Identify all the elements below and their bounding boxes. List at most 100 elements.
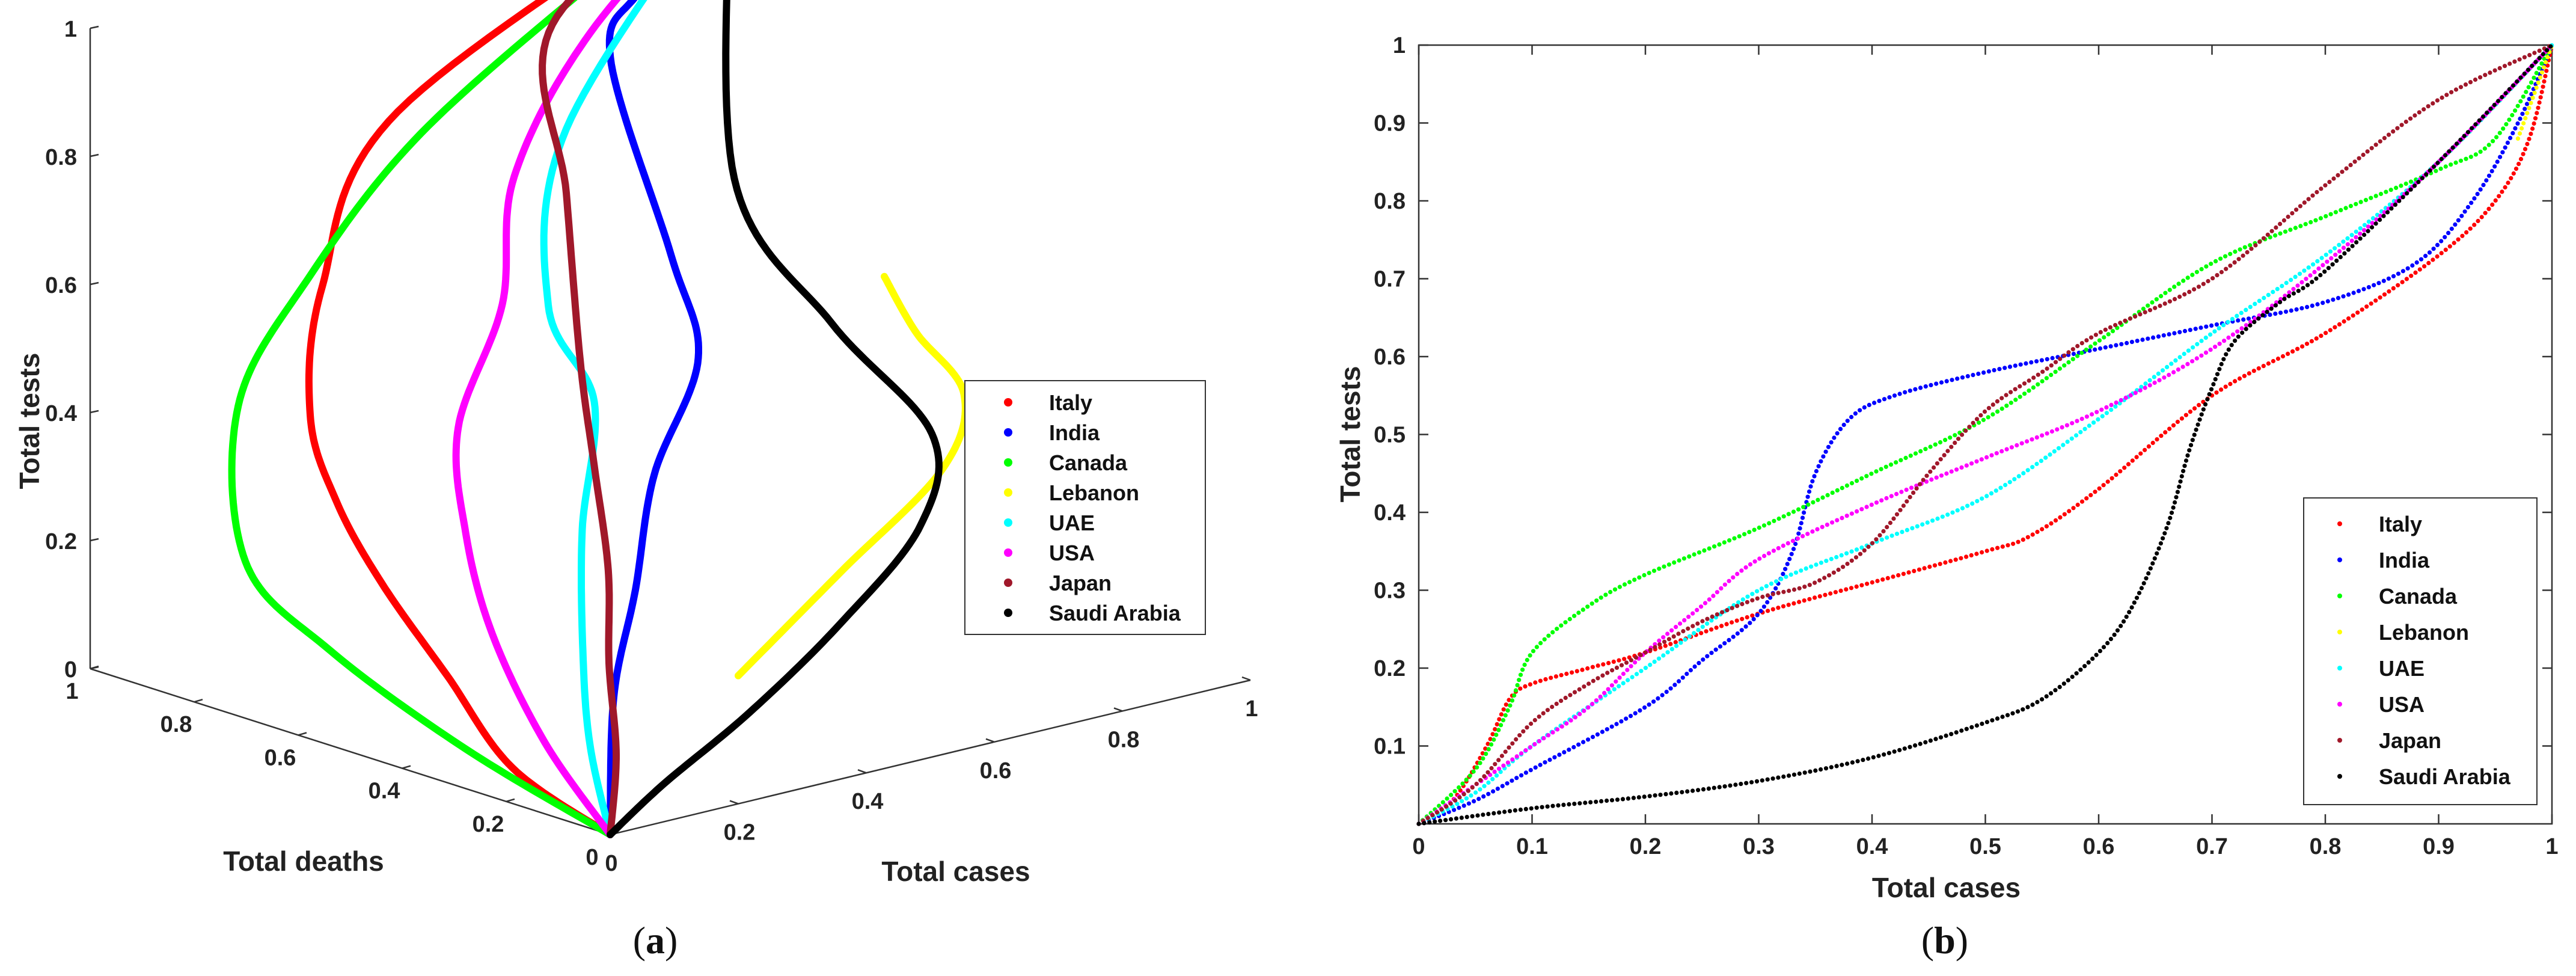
b-data-point (1894, 532, 1900, 536)
b-data-point (1497, 810, 1502, 815)
b-data-point (1999, 407, 2004, 411)
b-data-point (1674, 625, 1678, 630)
b-data-point (1800, 534, 1805, 539)
b-data-point (1807, 489, 1812, 494)
b-data-point (1945, 449, 1950, 453)
b-data-point (2321, 301, 2325, 305)
b-data-point (1938, 735, 1944, 740)
b-data-point (1577, 801, 1582, 806)
b-data-point (1781, 543, 1785, 548)
b-data-point (2338, 254, 2343, 260)
b-data-point (2140, 337, 2145, 342)
a-x-tick-label: 0.2 (724, 820, 756, 846)
b-data-point (1505, 708, 1510, 713)
b-data-point (1715, 612, 1719, 617)
b-data-point (2094, 410, 2099, 414)
b-data-point (1581, 740, 1586, 744)
b-data-point (1791, 509, 1796, 514)
b-data-point (1776, 775, 1781, 780)
b-data-point (2349, 238, 2354, 243)
b-data-point (1765, 600, 1770, 605)
b-data-point (1809, 564, 1814, 569)
b-data-point (1779, 577, 1784, 582)
b-data-point (1932, 563, 1938, 568)
b-data-point (2165, 364, 2170, 370)
a-series-line-uae (540, 0, 647, 838)
b-data-point (2319, 256, 2324, 260)
b-data-point (1470, 785, 1475, 790)
a-legend-label: UAE (1049, 511, 1095, 535)
b-data-point (2172, 296, 2177, 301)
b-data-point (2198, 325, 2203, 330)
b-data-point (2097, 486, 2102, 491)
b-data-point (2533, 60, 2538, 64)
a-x-tick-label: 0.6 (980, 758, 1012, 784)
b-data-point (2135, 339, 2140, 343)
b-data-point (1647, 794, 1652, 799)
b-data-point (1549, 675, 1553, 680)
b-data-point (2244, 307, 2248, 312)
b-data-point (1959, 556, 1963, 560)
b-data-point (2374, 217, 2379, 222)
b-data-point (1590, 734, 1595, 740)
b-data-point (2378, 139, 2382, 144)
b-data-point (2529, 100, 2533, 105)
b-data-point (1819, 767, 1823, 772)
b-data-point (1832, 435, 1837, 440)
b-data-point (1953, 557, 1958, 562)
b-data-point (2532, 75, 2536, 80)
b-data-point (1900, 530, 1904, 535)
b-data-point (1981, 417, 1986, 422)
b-data-point (1948, 435, 1953, 440)
b-data-point (1674, 643, 1679, 648)
b-data-point (2354, 229, 2358, 234)
b-data-point (1669, 628, 1674, 633)
b-data-point (1531, 649, 1536, 654)
b-data-point (2516, 162, 2521, 167)
b-data-point (1460, 799, 1464, 803)
b-data-point (2194, 428, 2198, 432)
b-data-point (1515, 683, 1520, 687)
b-legend-label: Canada (2379, 584, 2458, 609)
b-x-tick-label: 0.1 (1516, 834, 1548, 859)
b-data-point (2541, 52, 2545, 57)
b-data-point (2203, 350, 2209, 355)
b-data-point (2427, 250, 2432, 255)
b-data-point (1998, 485, 2003, 490)
b-data-point (1713, 647, 1718, 652)
b-data-point (2226, 347, 2231, 352)
b-data-point (1612, 587, 1618, 592)
b-x-tick-label: 0.3 (1743, 834, 1775, 859)
b-data-point (2548, 44, 2553, 49)
b-data-point (2456, 218, 2461, 223)
b-x-tick-label: 0.7 (2196, 834, 2228, 859)
b-data-point (2087, 423, 2091, 428)
b-data-point (2044, 376, 2049, 381)
b-data-point (2242, 245, 2247, 250)
b-data-point (2109, 402, 2114, 408)
b-data-point (2056, 446, 2061, 450)
b-data-point (1634, 672, 1639, 677)
b-data-point (1745, 594, 1750, 599)
b-data-point (1438, 818, 1443, 823)
b-data-point (1609, 724, 1614, 729)
b-data-point (1813, 595, 1817, 600)
b-data-point (1582, 684, 1586, 689)
panel-a-3d-plot: 00.20.40.60.8100.20.40.60.8100.20.40.60.… (14, 0, 1258, 887)
b-data-point (2244, 327, 2248, 331)
b-data-point (2297, 271, 2302, 276)
b-data-point (1898, 508, 1903, 512)
b-data-point (1990, 547, 1995, 552)
b-data-point (1845, 562, 1850, 566)
b-data-point (1513, 688, 1519, 693)
b-data-point (1953, 440, 1957, 446)
b-data-point (2361, 152, 2366, 158)
b-data-point (2500, 189, 2504, 194)
b-data-point (1707, 597, 1712, 602)
b-data-point (1975, 499, 1980, 503)
b-data-point (2113, 404, 2118, 409)
b-data-point (2417, 110, 2422, 115)
b-data-point (2362, 228, 2367, 233)
b-data-point (1541, 711, 1546, 716)
b-data-point (2422, 107, 2426, 112)
